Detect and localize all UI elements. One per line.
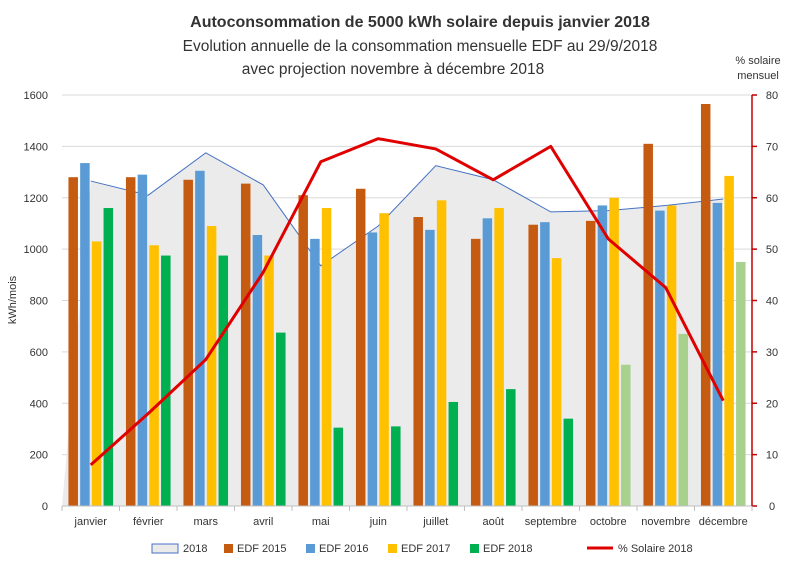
legend-swatch-edf-2015: [224, 544, 233, 553]
bar-edf-2017: [321, 208, 332, 506]
y-tick-label: 200: [30, 450, 48, 462]
x-tick-label: août: [483, 516, 504, 528]
legend-label-2018: 2018: [183, 543, 207, 555]
y-tick-label: 1400: [24, 141, 48, 153]
bar-edf-2017: [149, 245, 159, 506]
bar-edf-2016: [597, 205, 608, 507]
bar-edf-2017: [724, 175, 734, 506]
y-tick-label: 1000: [24, 244, 48, 256]
x-tick-label: juin: [369, 516, 387, 528]
y2-tick-label: 40: [766, 296, 778, 308]
bar-edf-2018: [736, 261, 746, 506]
x-tick-label: mars: [194, 516, 219, 528]
bar-edf-2015: [585, 220, 596, 506]
x-tick-label: janvier: [74, 516, 108, 528]
legend-label-edf-2017: EDF 2017: [401, 543, 451, 555]
bar-edf-2017: [206, 226, 217, 506]
bar-edf-2018: [391, 426, 401, 506]
line-solaire-2018: [89, 137, 725, 467]
x-tick-label: novembre: [641, 516, 690, 528]
y2-tick-label: 70: [766, 141, 778, 153]
bar-edf-2017: [264, 255, 274, 506]
bar-edf-2016: [712, 202, 723, 506]
y-tick-label: 600: [30, 347, 48, 359]
legend-label-solaire-2018: % Solaire 2018: [618, 543, 693, 555]
x-tick-label: septembre: [525, 516, 577, 528]
y-tick-label: 400: [30, 398, 48, 410]
legend-swatch-edf-2017: [388, 544, 397, 553]
bar-edf-2018: [621, 364, 631, 506]
y2-tick-label: 50: [766, 244, 778, 256]
chart-title: Autoconsommation de 5000 kWh solaire dep…: [190, 14, 650, 31]
bar-edf-2015: [68, 177, 78, 506]
y-axis-title: kWh/mois: [7, 275, 19, 324]
x-tick-label: mai: [312, 516, 330, 528]
y-tick-label: 1200: [24, 193, 48, 205]
bar-edf-2017: [379, 213, 389, 506]
x-tick-label: juillet: [422, 516, 448, 528]
bar-edf-2015: [240, 183, 251, 506]
bar-edf-2016: [540, 222, 550, 506]
chart-subtitle-line2: avec projection novembre à décembre 2018: [242, 61, 544, 78]
bar-edf-2016: [137, 174, 148, 506]
x-tick-label: février: [133, 516, 164, 528]
legend-label-edf-2016: EDF 2016: [319, 543, 369, 555]
bar-edf-2018: [218, 255, 229, 506]
x-tick-label: octobre: [590, 516, 627, 528]
y2-tick-label: 20: [766, 398, 778, 410]
bar-edf-2017: [494, 208, 504, 506]
bar-edf-2018: [448, 401, 459, 506]
y-tick-label: 0: [42, 501, 48, 513]
bar-edf-2016: [195, 170, 205, 506]
bar-edf-2016: [252, 234, 263, 506]
bar-edf-2018: [563, 418, 574, 506]
legend-swatch-edf-2018: [470, 544, 479, 553]
bar-edf-2015: [413, 217, 423, 506]
bar-edf-2018: [103, 208, 114, 506]
bar-edf-2015: [700, 103, 711, 506]
y2-tick-label: 30: [766, 347, 778, 359]
bar-edf-2018: [161, 255, 171, 506]
x-tick-label: décembre: [699, 516, 748, 528]
bar-edf-2018: [506, 389, 516, 506]
legend-label-edf-2015: EDF 2015: [237, 543, 287, 555]
x-tick-label: avril: [253, 516, 273, 528]
y-tick-label: 800: [30, 296, 48, 308]
y2-tick-label: 10: [766, 450, 778, 462]
bar-edf-2016: [310, 238, 320, 506]
legend-swatch-edf-2016: [306, 544, 315, 553]
bar-edf-2017: [551, 258, 562, 506]
bar-edf-2015: [183, 179, 193, 507]
bar-edf-2017: [91, 241, 102, 506]
legend-swatch-2018: [151, 543, 179, 554]
legend-label-edf-2018: EDF 2018: [483, 543, 533, 555]
bar-edf-2017: [609, 197, 619, 506]
bar-edf-2016: [482, 218, 493, 507]
bar-edf-2015: [298, 195, 308, 506]
chart-subtitle-line1: Evolution annuelle de la consommation me…: [183, 38, 658, 55]
bar-edf-2018: [276, 332, 286, 506]
y2-axis-title-line2: mensuel: [737, 70, 779, 82]
y2-tick-label: 80: [766, 90, 778, 102]
bar-edf-2015: [470, 238, 481, 506]
bar-edf-2015: [355, 188, 366, 506]
bar-edf-2016: [80, 163, 90, 506]
y2-tick-label: 60: [766, 193, 778, 205]
y2-tick-label: 0: [769, 501, 775, 513]
bar-edf-2015: [528, 224, 538, 507]
bar-edf-2015: [643, 143, 653, 506]
y2-axis-title-line1: % solaire: [735, 55, 780, 67]
bar-edf-2016: [425, 229, 435, 506]
bar-edf-2015: [125, 177, 136, 506]
bar-edf-2016: [655, 210, 665, 506]
bar-edf-2017: [666, 205, 677, 507]
bar-edf-2018: [333, 427, 344, 506]
bar-edf-2017: [436, 200, 447, 506]
bar-edf-2018: [678, 333, 689, 506]
y-tick-label: 1600: [24, 90, 48, 102]
bar-edf-2016: [367, 232, 378, 506]
